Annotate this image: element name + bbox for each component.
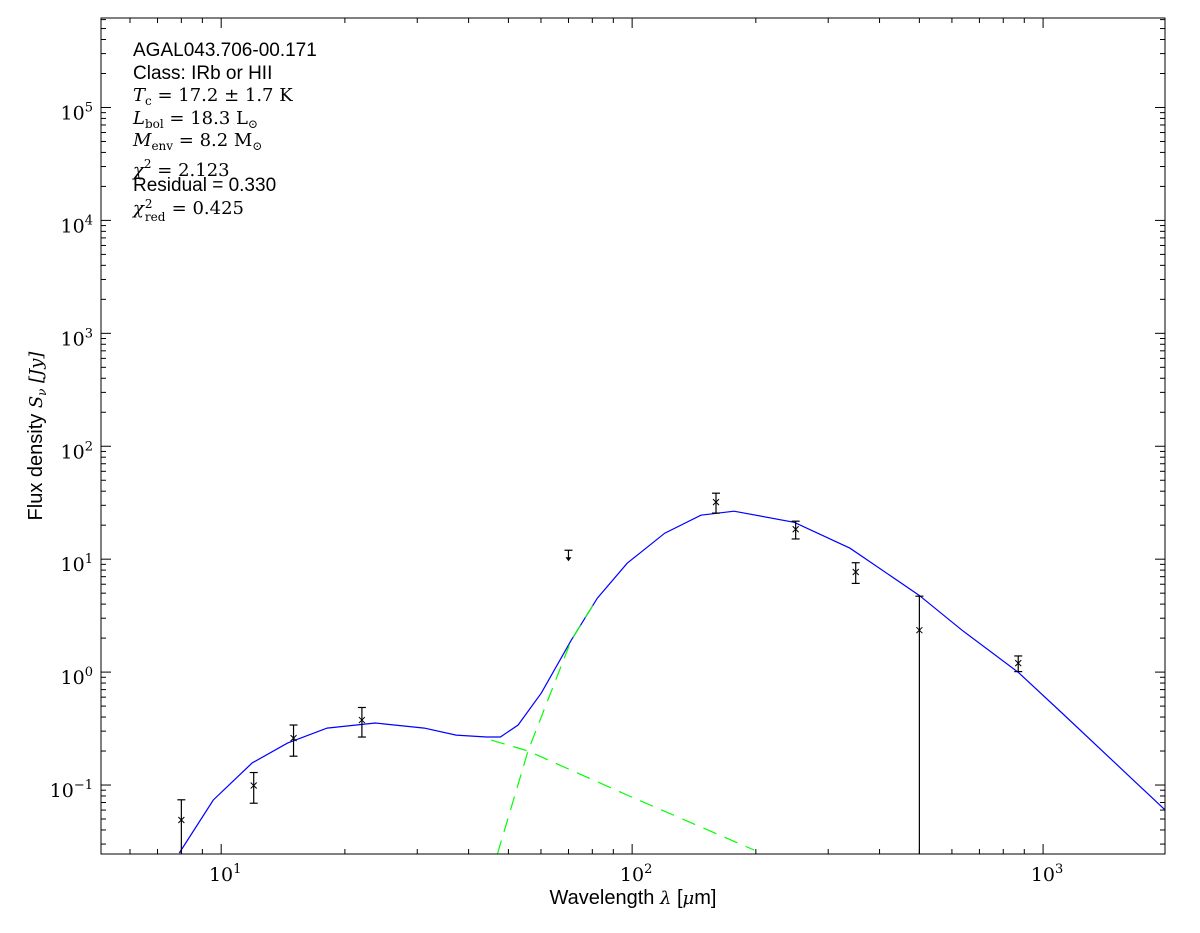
point-marker xyxy=(916,626,923,634)
chi-sub: red xyxy=(144,209,166,224)
data-point xyxy=(249,771,258,804)
model-component-curve xyxy=(496,597,598,855)
menv-line: Menv = 8.2 M⊙ xyxy=(133,130,317,153)
x-label-unit: m] xyxy=(694,887,717,909)
chi-symbol: χ xyxy=(133,159,144,181)
upper-limit-point xyxy=(564,549,573,562)
y-tick-label: 105 xyxy=(61,100,93,124)
plot-frame xyxy=(100,17,1166,855)
y-label-sub: ν xyxy=(35,388,49,396)
point-marker xyxy=(177,816,185,824)
lbol-symbol: L xyxy=(133,107,145,129)
y-tick-label: 10−1 xyxy=(50,778,93,802)
menv-sub: env xyxy=(151,139,174,153)
chi2red-value: = 0.425 xyxy=(165,197,244,219)
point-marker xyxy=(358,716,366,724)
point-marker xyxy=(1014,659,1022,667)
tc-sub: c xyxy=(145,94,152,108)
y-tick-label: 104 xyxy=(61,213,93,237)
y-tick-label: 102 xyxy=(61,439,93,463)
x-label-text: Wavelength xyxy=(549,887,655,909)
model-total-curve xyxy=(178,510,1166,854)
y-axis-label: Flux density Sν [Jy] xyxy=(25,352,49,521)
tc-value: = 17.2 ± 1.7 K xyxy=(151,85,293,106)
data-point xyxy=(712,492,721,514)
point-marker xyxy=(290,734,297,742)
point-marker xyxy=(250,782,258,789)
sun-symbol: ⊙ xyxy=(252,139,263,153)
source-name: AGAL043.706-00.171 xyxy=(133,40,317,61)
sun-symbol: ⊙ xyxy=(247,116,259,131)
y-tick-label: 103 xyxy=(61,326,93,350)
data-point xyxy=(791,520,800,540)
plot-area xyxy=(101,18,1165,854)
fit-annotation: AGAL043.706-00.171 Class: IRb or HII Tc … xyxy=(133,40,317,224)
point-marker xyxy=(792,525,800,533)
y-tick-label: 100 xyxy=(61,665,93,689)
model-component-curve xyxy=(491,739,755,851)
tc-symbol: T xyxy=(133,85,146,106)
data-point xyxy=(915,595,924,854)
data-points xyxy=(177,492,1023,854)
y-label-symbol: S xyxy=(26,395,47,409)
source-class: Class: IRb or HII xyxy=(133,62,273,84)
model-curves xyxy=(178,510,1166,855)
lbol-sub: bol xyxy=(144,116,164,131)
lbol-value: = 18.3 L xyxy=(163,107,248,129)
x-tick-label: 103 xyxy=(1031,862,1063,886)
data-point xyxy=(177,799,186,854)
tc-line: Tc = 17.2 ± 1.7 K xyxy=(133,85,317,108)
chi-sup: 2 xyxy=(143,156,152,171)
data-point xyxy=(289,724,298,757)
lbol-line: Lbol = 18.3 L⊙ xyxy=(133,108,317,131)
data-point xyxy=(1014,655,1023,673)
point-marker xyxy=(712,498,720,506)
chi-sup: 2 xyxy=(144,196,153,211)
chi-symbol: χ xyxy=(133,197,144,219)
x-tick-label: 102 xyxy=(620,862,652,886)
y-tick-label: 101 xyxy=(61,552,93,576)
x-axis-label: Wavelength λ [μm] xyxy=(0,887,1200,910)
y-label-text: Flux density xyxy=(25,413,47,521)
chi2-line: χ2 = 2.123 xyxy=(133,153,317,181)
x-label-unit-open: [ xyxy=(676,887,683,909)
residual-line: Residual = 0.330 xyxy=(133,175,277,196)
menv-value: = 8.2 M xyxy=(173,130,253,151)
x-label-symbol: λ xyxy=(659,888,672,909)
data-point xyxy=(357,706,366,738)
chi2-value: = 2.123 xyxy=(151,159,230,181)
point-marker xyxy=(852,568,860,576)
axis-ticks: 101 102 103 10−1 100 101 102 103 104 105 xyxy=(50,18,1165,886)
y-label-unit: [Jy] xyxy=(26,351,47,383)
chi2red-line: χ 2 red = 0.425 xyxy=(133,197,317,224)
x-tick-label: 101 xyxy=(209,862,241,886)
x-label-mu: μ xyxy=(682,888,695,909)
down-arrow-icon xyxy=(565,557,572,562)
menv-symbol: M xyxy=(133,130,152,151)
data-point xyxy=(851,562,860,585)
